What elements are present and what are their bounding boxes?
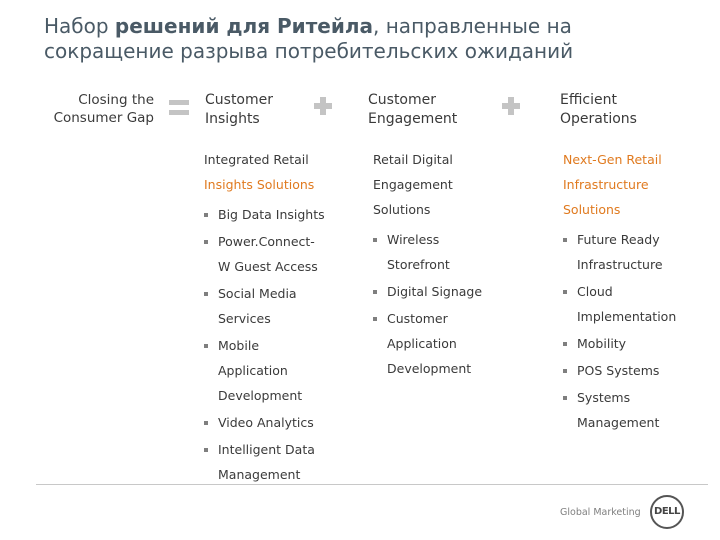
list-item-text: Power.Connect- [218, 234, 315, 249]
heading-insights-line2: Insights [205, 111, 260, 127]
bullet-icon [373, 317, 377, 321]
list-item-text: Social Media [218, 286, 297, 301]
list-item: Cloud Implementation [563, 279, 713, 329]
list-item: Systems Management [563, 385, 713, 435]
closing-gap-label: Closing the Consumer Gap [30, 91, 154, 127]
operations-heading-1: Next-Gen Retail [563, 152, 662, 167]
dell-logo: DELL [650, 495, 684, 529]
bullet-icon [563, 369, 567, 373]
list-item-text: Application [218, 363, 288, 378]
bullet-icon [373, 290, 377, 294]
list-item-text: Big Data Insights [218, 207, 325, 222]
list-item: POS Systems [563, 358, 713, 383]
list-item: Future Ready Infrastructure [563, 227, 713, 277]
engagement-heading-2: Engagement [373, 177, 453, 192]
bullet-icon [204, 240, 208, 244]
list-item: Big Data Insights [204, 202, 354, 227]
operations-column: Next-Gen Retail Infrastructure Solutions… [563, 150, 713, 437]
engagement-heading-1: Retail Digital [373, 152, 453, 167]
bullet-icon [204, 421, 208, 425]
bullet-icon [563, 342, 567, 346]
operations-list: Future Ready Infrastructure Cloud Implement… [563, 227, 713, 435]
title-line1-suffix: , направленные на [373, 14, 572, 38]
operations-heading-2: Infrastructure [563, 177, 649, 192]
heading-customer-engagement: Customer Engagement [368, 91, 457, 129]
footer-text: Global Marketing [560, 507, 641, 518]
plus-icon [502, 97, 520, 115]
bullet-icon [563, 238, 567, 242]
gap-label-line2: Consumer Gap [53, 110, 154, 126]
title-line1-bold: решений для Ритейла [114, 14, 374, 38]
title-line2: сокращение разрыва потребительских ожида… [44, 39, 574, 63]
list-item: Social Media Services [204, 281, 354, 331]
operations-heading-3: Solutions [563, 202, 621, 217]
list-item: Power.Connect- W Guest Access [204, 229, 354, 279]
list-item-text: Implementation [577, 309, 677, 324]
plus-icon [314, 97, 332, 115]
insights-column: Integrated Retail Insights Solutions Big… [204, 150, 354, 489]
engagement-list: Wireless Storefront Digital Signage Custome… [373, 227, 523, 381]
slide-title: Набор решений для Ритейла, направленные … [44, 14, 704, 64]
engagement-column: Retail Digital Engagement Solutions Wire… [373, 150, 523, 383]
list-item-text: Infrastructure [577, 257, 663, 272]
insights-list: Big Data Insights Power.Connect- W Guest A… [204, 202, 354, 487]
bullet-icon [204, 213, 208, 217]
list-item-text: Development [387, 361, 472, 376]
insights-heading-2: Insights Solutions [204, 177, 315, 192]
list-item-text: Wireless [387, 232, 440, 247]
list-item-text: W Guest Access [218, 259, 318, 274]
heading-operations-line2: Operations [560, 111, 637, 127]
heading-customer-insights: Customer Insights [205, 91, 273, 129]
heading-engagement-line2: Engagement [368, 111, 458, 127]
footer-divider [36, 484, 708, 485]
bullet-icon [373, 238, 377, 242]
gap-label-line1: Closing the [78, 92, 154, 108]
list-item-text: Management [577, 415, 660, 430]
list-item-text: Customer [387, 311, 448, 326]
insights-heading-1: Integrated Retail [204, 152, 309, 167]
list-item-text: Systems [577, 390, 631, 405]
list-item-text: Mobility [577, 336, 627, 351]
list-item: Customer Application Development [373, 306, 523, 381]
equals-icon [169, 100, 189, 116]
bullet-icon [204, 344, 208, 348]
title-line1-prefix: Набор [44, 14, 115, 38]
list-item: Video Analytics [204, 410, 354, 435]
bullet-icon [563, 396, 567, 400]
list-item: Wireless Storefront [373, 227, 523, 277]
list-item: Digital Signage [373, 279, 523, 304]
list-item-text: Digital Signage [387, 284, 483, 299]
bullet-icon [204, 292, 208, 296]
list-item-text: Development [218, 388, 303, 403]
list-item-text: Application [387, 336, 457, 351]
heading-engagement-line1: Customer [368, 92, 437, 108]
list-item-text: Future Ready [577, 232, 660, 247]
bullet-icon [204, 448, 208, 452]
list-item-text: Video Analytics [218, 415, 314, 430]
list-item: Mobility [563, 331, 713, 356]
list-item: Intelligent Data Management [204, 437, 354, 487]
list-item-text: Intelligent Data [218, 442, 315, 457]
bullet-icon [563, 290, 567, 294]
list-item-text: Storefront [387, 257, 450, 272]
list-item-text: POS Systems [577, 363, 660, 378]
list-item: Mobile Application Development [204, 333, 354, 408]
list-item-text: Management [218, 467, 301, 482]
list-item-text: Services [218, 311, 271, 326]
engagement-heading-3: Solutions [373, 202, 431, 217]
heading-efficient-operations: Efficient Operations [560, 91, 637, 129]
list-item-text: Mobile [218, 338, 260, 353]
heading-insights-line1: Customer [205, 92, 274, 108]
heading-operations-line1: Efficient [560, 92, 617, 108]
list-item-text: Cloud [577, 284, 613, 299]
